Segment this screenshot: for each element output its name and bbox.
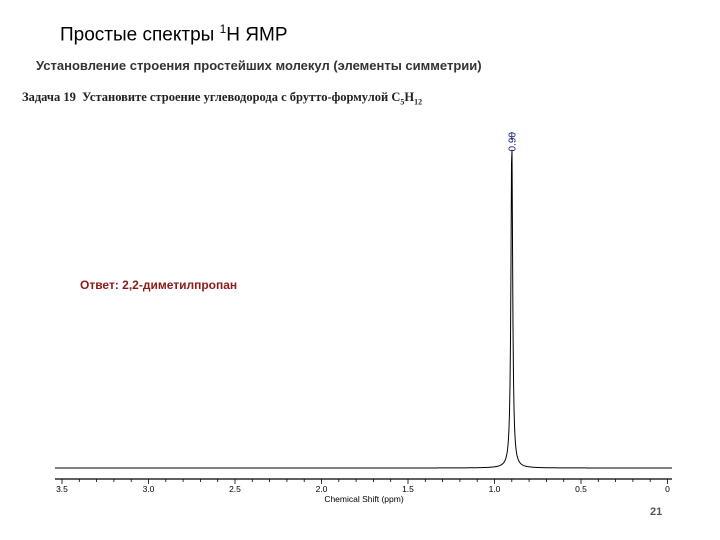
x-tick-label: 3.5: [56, 484, 68, 494]
x-axis-label: Chemical Shift (ppm): [324, 494, 404, 504]
x-axis: 3.5 3.0 2.5 2.0 1.5 1.0 0.5 0: [55, 478, 672, 494]
formula-h: Н: [404, 90, 415, 104]
title-superscript: 1: [219, 22, 227, 36]
formula-h-count: 12: [414, 97, 423, 107]
title-end: Н ЯМР: [226, 24, 288, 46]
x-tick-label: 2.0: [316, 484, 328, 494]
formula-c-count: 5: [400, 97, 405, 107]
x-tick-label: 3.0: [143, 484, 155, 494]
x-tick-label: 2.5: [229, 484, 241, 494]
spectrum-line: [55, 149, 672, 469]
x-tick-label: 0.5: [575, 484, 587, 494]
title-main: Простые спектры: [60, 24, 220, 46]
page-number: 21: [650, 506, 663, 518]
x-tick-label: 1.0: [489, 484, 501, 494]
slide-subtitle: Установление строения простейших молекул…: [36, 58, 482, 73]
x-tick-label: 1.5: [402, 484, 414, 494]
answer-text: Ответ: 2,2-диметилпропан: [80, 278, 238, 292]
spectrum-trace: 0.90: [55, 132, 672, 469]
peak-shift-label: 0.90: [507, 132, 518, 152]
task-statement: Задача 19 Установите строение углеводоро…: [22, 90, 422, 107]
x-tick-label: 0: [665, 484, 670, 494]
task-number: Задача 19: [22, 90, 76, 104]
task-text: Установите строение углеводорода с брутт…: [82, 90, 401, 104]
slide-title: Простые спектры 1Н ЯМР: [60, 22, 288, 46]
